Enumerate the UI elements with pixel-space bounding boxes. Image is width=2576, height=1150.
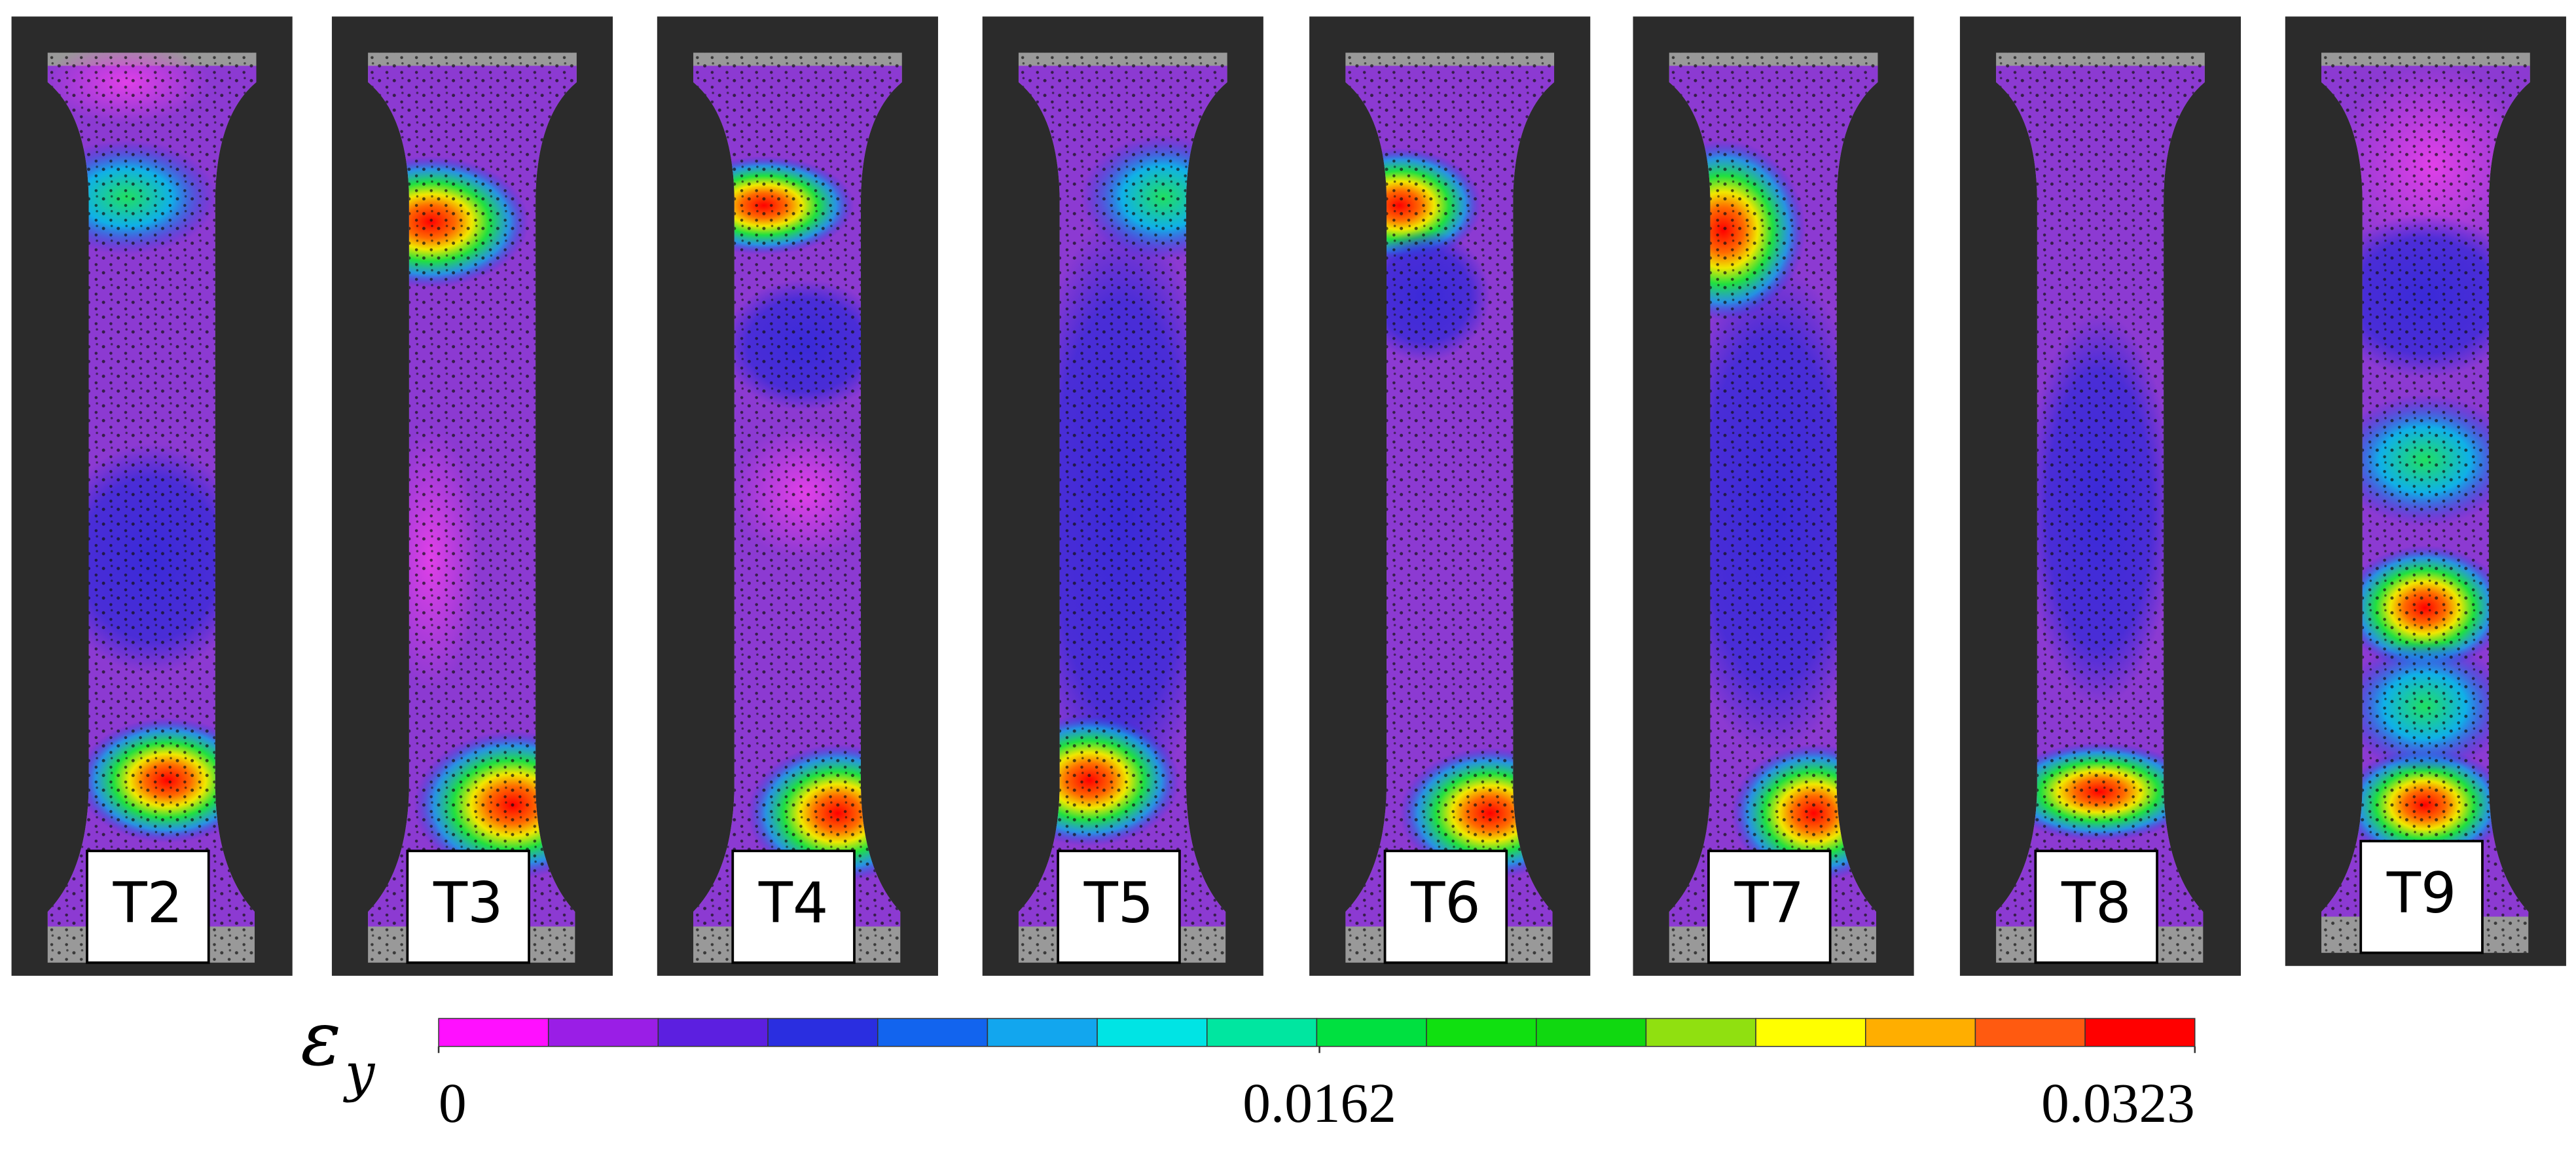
colorbar-segment (1755, 1018, 1866, 1047)
label-box (2359, 840, 2484, 954)
panels: T2 T3 T4 T5 T6 T7 T8 T9 (11, 16, 2566, 976)
label-box (731, 850, 856, 964)
specimen-panel: T7 (1633, 16, 1914, 976)
colorbar-segment (1316, 1018, 1427, 1047)
label-box (1057, 850, 1181, 964)
specimen-panel: T4 (657, 16, 938, 976)
label-box (406, 850, 530, 964)
colorbar-segment (1536, 1018, 1647, 1047)
specimen-panel: T8 (1959, 16, 2241, 976)
specimen-panel: T5 (982, 16, 1263, 976)
colorbar-segment (987, 1018, 1098, 1047)
colorbar-segment (1097, 1018, 1208, 1047)
colorbar-segment (767, 1018, 879, 1047)
panel-label: T2 (113, 871, 183, 936)
specimen-panel: T6 (1309, 16, 1591, 976)
colorbar-segment (1974, 1018, 2086, 1047)
specimen-panel: T2 (11, 16, 293, 976)
panel-label: T9 (2386, 861, 2456, 926)
colorbar-subscript: y (343, 1042, 376, 1104)
colorbar-tick-label: 0 (439, 1073, 467, 1134)
colorbar-segment (438, 1018, 549, 1047)
panel-label: T7 (1734, 871, 1804, 936)
panel-label: T6 (1410, 871, 1480, 936)
colorbar-segment (1426, 1018, 1537, 1047)
colorbar-segment (1865, 1018, 1976, 1047)
label-box (2034, 850, 2158, 964)
label-box (86, 850, 210, 964)
colorbar-tick-label: 0.0162 (1243, 1073, 1396, 1134)
panel-label: T4 (758, 871, 828, 936)
specimen-panel: T9 (2285, 16, 2566, 966)
colorbar-segment (877, 1018, 989, 1047)
colorbar-segment (2084, 1018, 2196, 1047)
colorbar: ε y 0 0.0162 0.0323 (300, 995, 2196, 1134)
label-box (1707, 850, 1832, 964)
colorbar-segment (1645, 1018, 1756, 1047)
colorbar-segment (657, 1018, 769, 1047)
panel-label: T3 (433, 871, 503, 936)
panel-label: T8 (2061, 871, 2131, 936)
colorbar-tick-label: 0.0323 (2041, 1073, 2195, 1134)
colorbar-segment (1206, 1018, 1318, 1047)
colorbar-segment (547, 1018, 659, 1047)
colorbar-symbol: ε (300, 995, 341, 1083)
specimen-panel: T3 (331, 16, 613, 976)
panel-label: T5 (1083, 871, 1153, 936)
label-box (1383, 850, 1508, 964)
